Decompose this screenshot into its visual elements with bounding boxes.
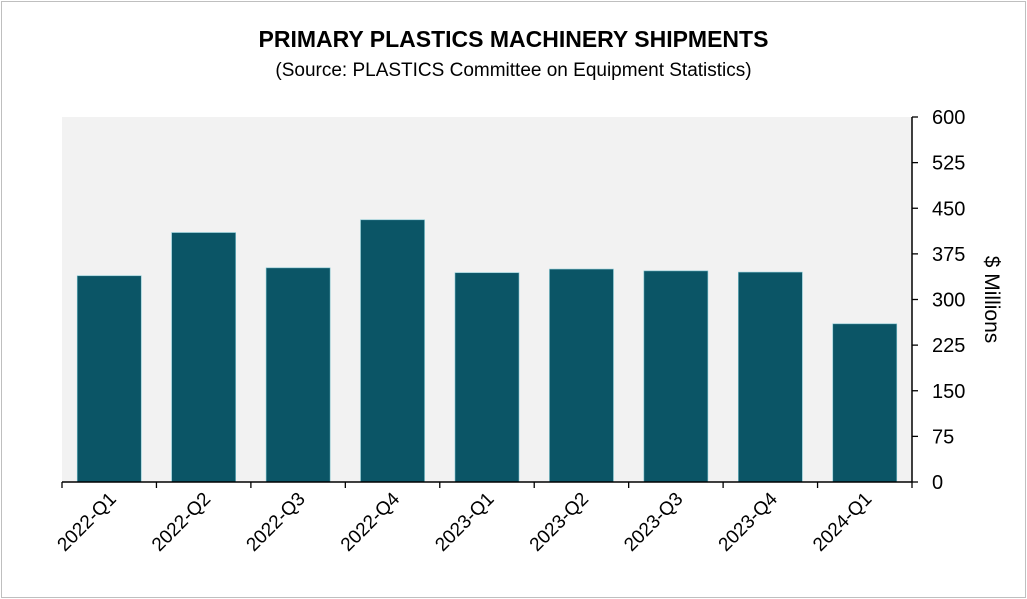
chart-title: PRIMARY PLASTICS MACHINERY SHIPMENTS	[258, 26, 769, 52]
y-tick-label: 600	[932, 107, 965, 129]
y-axis-label: $ Millions	[980, 256, 1003, 344]
bar-2022-Q2	[171, 232, 236, 483]
bar-2022-Q1	[76, 275, 142, 483]
chart-subtitle: (Source: PLASTICS Committee on Equipment…	[275, 60, 752, 81]
bar-2022-Q3	[265, 267, 331, 483]
y-tick-label: 0	[932, 472, 943, 494]
bar-2024-Q1	[832, 323, 898, 483]
y-tick-label: 300	[932, 290, 965, 312]
x-tick-label: 2022-Q3	[243, 489, 310, 556]
y-tick-label: 75	[932, 426, 954, 448]
y-tick-label: 450	[932, 198, 965, 220]
y-tick-label: 375	[932, 244, 965, 266]
x-tick-label: 2022-Q4	[337, 488, 404, 555]
x-tick-label: 2024-Q1	[809, 489, 876, 556]
x-tick-label: 2023-Q4	[715, 488, 782, 555]
bar-2023-Q4	[738, 271, 803, 483]
x-tick-label: 2023-Q1	[431, 489, 498, 556]
y-tick-label: 525	[932, 153, 965, 175]
y-tick-label: 225	[932, 335, 965, 357]
bar-2023-Q2	[549, 268, 614, 483]
bar-2023-Q1	[454, 272, 520, 483]
x-tick-label: 2023-Q2	[526, 489, 593, 556]
y-tick-label: 150	[932, 381, 965, 403]
bar-2022-Q4	[360, 219, 425, 483]
bar-2023-Q3	[643, 270, 709, 483]
x-tick-label: 2022-Q2	[148, 489, 215, 556]
x-tick-label: 2022-Q1	[54, 489, 121, 556]
x-tick-label: 2023-Q3	[620, 489, 687, 556]
